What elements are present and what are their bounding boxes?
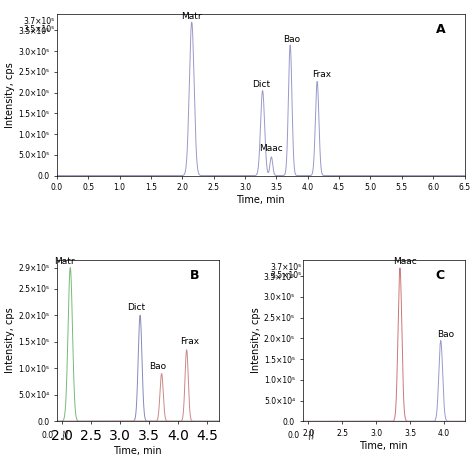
Text: C: C [436,269,445,282]
Y-axis label: Intensity, cps: Intensity, cps [251,307,261,373]
Text: //: // [308,430,316,441]
Text: Bao: Bao [437,330,454,339]
Text: 3.5×10⁵: 3.5×10⁵ [271,271,302,280]
Text: B: B [190,269,199,282]
Text: Dict: Dict [127,303,145,312]
Y-axis label: Intensity, cps: Intensity, cps [5,62,15,128]
X-axis label: Time, min: Time, min [237,195,285,205]
Text: Bao: Bao [283,35,301,44]
Text: Matr: Matr [182,12,202,20]
Text: Maac: Maac [259,144,283,153]
Text: 0.0: 0.0 [42,431,54,439]
Text: Matr: Matr [54,257,75,266]
Text: //: // [62,430,70,441]
Text: 0.0: 0.0 [287,431,300,439]
Text: 3.5×10⁵: 3.5×10⁵ [24,25,55,34]
Text: Dict: Dict [252,80,270,88]
X-axis label: Time, min: Time, min [113,446,162,456]
Text: Frax: Frax [312,70,331,79]
Text: 3.7×10⁵: 3.7×10⁵ [271,263,302,272]
Y-axis label: Intensity, cps: Intensity, cps [5,307,15,373]
Text: Bao: Bao [150,362,167,371]
Text: A: A [436,23,446,36]
X-axis label: Time, min: Time, min [359,441,408,451]
Text: Frax: Frax [180,337,199,346]
Text: 3.7×10⁵: 3.7×10⁵ [24,17,55,26]
Text: Maac: Maac [393,257,417,266]
